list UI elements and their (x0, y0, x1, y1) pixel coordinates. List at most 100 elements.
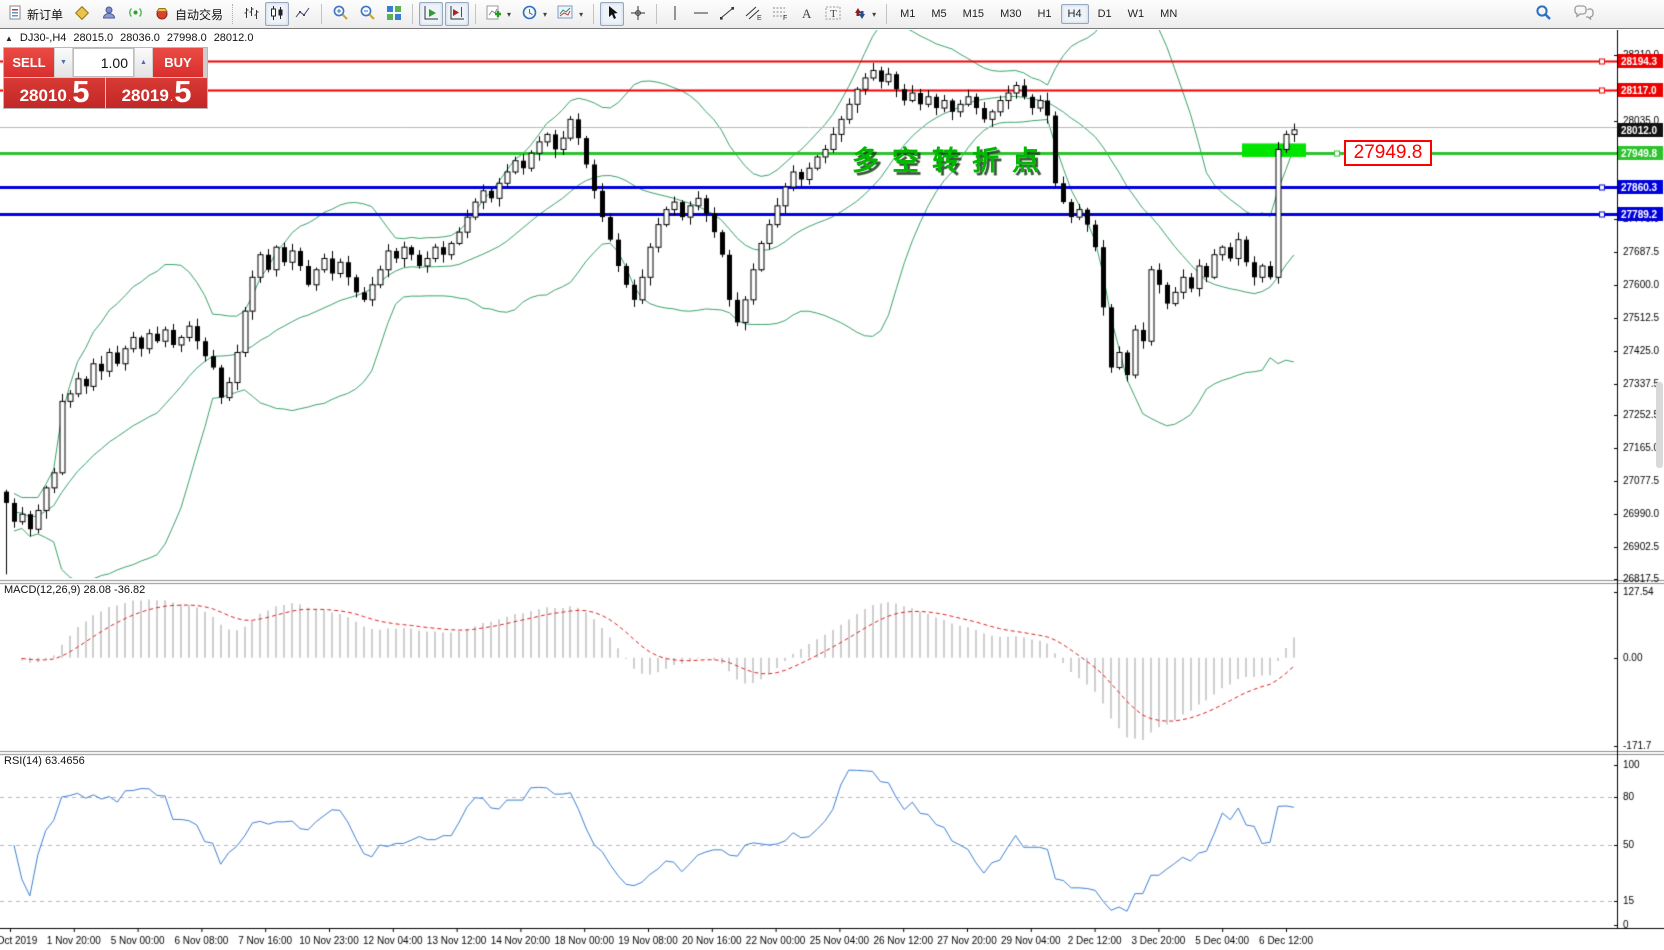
periods-button[interactable]: ▾ (517, 2, 551, 26)
buy-price-pip: 5 (174, 74, 192, 109)
dropdown-caret: ▾ (579, 9, 584, 19)
signals-button[interactable] (123, 2, 148, 26)
symbol-header: ▲ DJ30-,H4 28015.0 28036.0 27998.0 28012… (5, 32, 253, 44)
new-order-label: 新订单 (27, 7, 64, 22)
autotrading-label: 自动交易 (175, 7, 224, 22)
accounts-button[interactable] (96, 2, 121, 26)
equidistant-channel-icon: E (745, 5, 762, 24)
zoom-out-icon (359, 4, 376, 24)
volume-input[interactable]: 1.00 (73, 48, 134, 77)
auto-scroll-button[interactable] (419, 2, 444, 26)
sell-price-dot: . (67, 90, 72, 104)
gold-diamond-button[interactable] (69, 2, 94, 26)
arrows-button[interactable]: ▾ (848, 2, 880, 26)
collapse-trade-panel-toggle[interactable]: ▲ (5, 33, 13, 43)
svg-text:A: A (802, 6, 812, 21)
ohlc-high: 28036.0 (120, 32, 160, 44)
volume-decrease-button[interactable]: ▼ (55, 48, 72, 77)
tab-timeframe-m15[interactable]: M15 (962, 8, 985, 20)
text-label-icon: T (825, 5, 842, 24)
tab-timeframe-w1[interactable]: W1 (1127, 8, 1145, 20)
tab-timeframe-mn[interactable]: MN (1160, 8, 1178, 20)
svg-text:E: E (757, 15, 762, 21)
tab-timeframe-h1[interactable]: H1 (1037, 8, 1052, 20)
dropdown-caret: ▾ (507, 9, 512, 19)
macd-indicator-label: MACD(12,26,9) 28.08 -36.82 (4, 584, 146, 596)
ohlc-open: 28015.0 (73, 32, 114, 44)
add-indicator-button[interactable]: ▾ (482, 2, 515, 26)
chart-shift-button[interactable] (445, 2, 470, 26)
text-label-button[interactable]: T (821, 2, 846, 26)
crosshair-button[interactable] (626, 2, 650, 26)
dropdown-caret: ▾ (543, 9, 548, 19)
symbol-timeframe-label: DJ30-,H4 (19, 32, 67, 44)
sell-price-pip: 5 (72, 74, 90, 109)
buy-price-display[interactable]: 28019 . 5 (106, 74, 207, 109)
toolbar-separator (886, 4, 888, 24)
new-order-button[interactable]: 新订单 (4, 2, 67, 26)
dropdown-caret: ▾ (872, 9, 877, 19)
autotrading-icon (154, 4, 171, 24)
candlestick-chart-button[interactable] (265, 2, 290, 26)
ohlc-close: 28012.0 (213, 32, 254, 44)
vertical-scrollbar-thumb[interactable] (1656, 382, 1663, 468)
vertical-line-button[interactable] (663, 2, 687, 26)
toolbar-grip (232, 4, 234, 24)
rsi-indicator-label: RSI(14) 63.4656 (4, 755, 85, 767)
tab-timeframe-m30[interactable]: M30 (1000, 8, 1022, 20)
trendline-button[interactable] (715, 2, 739, 26)
chat-icon (1574, 4, 1594, 24)
sell-button[interactable]: SELL (4, 48, 54, 77)
tab-timeframe-h4[interactable]: H4 (1060, 4, 1089, 24)
sell-price-display[interactable]: 28010 . 5 (4, 74, 105, 109)
tab-timeframe-d1[interactable]: D1 (1097, 8, 1112, 20)
new-order-icon (8, 5, 23, 23)
chat-button[interactable] (1570, 2, 1598, 26)
horizontal-line-icon (693, 6, 709, 23)
search-button[interactable] (1531, 2, 1556, 26)
price-callout-box[interactable]: 27949.8 (1344, 140, 1432, 166)
crosshair-icon (630, 5, 646, 24)
signals-icon (127, 4, 144, 24)
toolbar-separator (412, 4, 414, 24)
cursor-button[interactable] (600, 2, 625, 26)
svg-text:F: F (783, 15, 787, 21)
zoom-in-button[interactable] (328, 2, 353, 26)
toolbar-separator (321, 4, 323, 24)
candlestick-chart-icon (269, 5, 285, 24)
sell-price-main: 28010 (19, 86, 67, 105)
volume-increase-button[interactable]: ▲ (135, 48, 152, 77)
bar-chart-button[interactable] (239, 2, 263, 26)
tile-windows-icon (386, 5, 402, 24)
chart-text-annotation[interactable]: 多空转折点 (852, 146, 1052, 176)
ohlc-low: 27998.0 (166, 32, 207, 44)
zoom-in-icon (332, 4, 349, 24)
search-icon (1535, 4, 1552, 24)
bar-chart-icon (243, 5, 259, 24)
svg-text:T: T (830, 8, 837, 20)
auto-scroll-icon (423, 5, 439, 24)
line-chart-button[interactable] (291, 2, 315, 26)
price-chart-canvas[interactable] (0, 30, 1664, 950)
templates-icon (557, 5, 574, 23)
tab-timeframe-m5[interactable]: M5 (931, 8, 947, 20)
line-chart-icon (295, 5, 311, 24)
autotrading-button[interactable]: 自动交易 (150, 2, 227, 26)
templates-button[interactable]: ▾ (553, 2, 587, 26)
buy-button[interactable]: BUY (153, 48, 203, 77)
horizontal-line-button[interactable] (689, 2, 713, 26)
tab-timeframe-m1[interactable]: M1 (900, 8, 916, 20)
cursor-icon (605, 5, 620, 24)
zoom-out-button[interactable] (355, 2, 380, 26)
fibonacci-button[interactable]: F (768, 2, 793, 26)
tile-windows-button[interactable] (382, 2, 406, 26)
text-button[interactable]: A (795, 2, 819, 26)
toolbar-separator (593, 4, 595, 24)
buy-price-dot: . (169, 90, 174, 104)
text-icon: A (800, 5, 814, 24)
one-click-trading-panel: SELL ▼ 1.00 ▲ BUY 28010 . 5 28019 . 5 (3, 47, 208, 109)
chart-shift-icon (449, 5, 465, 24)
equidistant-channel-button[interactable]: E (741, 2, 766, 26)
accounts-icon (100, 4, 117, 24)
